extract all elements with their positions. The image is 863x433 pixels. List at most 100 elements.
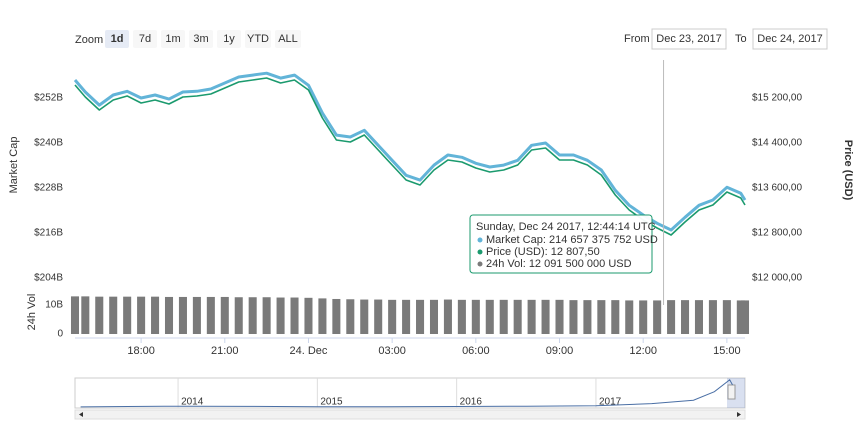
- zoom-button-label[interactable]: 3m: [193, 33, 208, 45]
- y3-tick-label: 0: [57, 329, 63, 340]
- volume-bar: [388, 299, 397, 334]
- volume-bar: [681, 300, 690, 334]
- volume-bar: [653, 300, 662, 334]
- to-label: To: [735, 33, 747, 45]
- volume-bar: [248, 297, 257, 334]
- volume-bar: [736, 300, 745, 334]
- navigator-tick-label: 2014: [181, 397, 204, 408]
- volume-bar: [151, 296, 160, 334]
- y-tick-label: $240B: [34, 138, 63, 149]
- y-tick-label: $204B: [34, 273, 63, 284]
- y3-tick-label: 10B: [45, 300, 63, 311]
- zoom-button-bg[interactable]: [217, 30, 241, 48]
- zoom-button-label[interactable]: 1m: [165, 33, 180, 45]
- zoom-button-label[interactable]: 7d: [139, 33, 151, 45]
- zoom-button-label[interactable]: ALL: [278, 33, 298, 45]
- scroll-right[interactable]: [737, 412, 741, 417]
- from-input[interactable]: Dec 23, 2017: [651, 28, 727, 50]
- volume-bar: [457, 299, 466, 334]
- navigator-tick-label: 2016: [460, 397, 483, 408]
- zoom-label: Zoom: [75, 34, 103, 46]
- scrollbar[interactable]: [74, 409, 746, 420]
- y2-tick-label: $15 200,00: [752, 93, 802, 104]
- tooltip-bullet: [477, 261, 483, 267]
- y-tick-label: $228B: [34, 183, 63, 194]
- tooltip: Sunday, Dec 24 2017, 12:44:14 UTCMarket …: [469, 214, 658, 274]
- zoom-button-label[interactable]: 1y: [223, 33, 235, 45]
- volume-bar: [740, 300, 750, 334]
- volume-bar: [360, 299, 369, 334]
- volume-bar: [318, 298, 327, 334]
- zoom-button-bg[interactable]: [245, 30, 271, 48]
- navigator-line: [80, 379, 733, 408]
- tooltip-line: Price (USD): 12 807,50: [486, 246, 600, 258]
- from-box[interactable]: [651, 28, 727, 50]
- volume-bar: [95, 296, 104, 334]
- y-axis-title: Market Cap: [8, 137, 20, 194]
- volume-bar: [304, 297, 313, 334]
- volume-bar: [346, 299, 355, 334]
- zoom-button-bg[interactable]: [105, 30, 129, 48]
- volume-bar: [262, 297, 271, 334]
- scroll-left[interactable]: [79, 412, 83, 417]
- volume-bar: [429, 299, 439, 334]
- volume-bar: [137, 296, 146, 334]
- volume-bar: [123, 296, 132, 334]
- from-label: From: [624, 33, 650, 45]
- zoom-button[interactable]: 3m: [189, 30, 213, 48]
- volume-bar: [443, 299, 452, 334]
- volume-bar: [667, 300, 676, 334]
- zoom-button-label[interactable]: YTD: [247, 33, 269, 45]
- tooltip-line: Market Cap: 214 657 375 752 USD: [486, 234, 658, 246]
- volume-bar: [81, 296, 90, 334]
- zoom-button-bg[interactable]: [189, 30, 213, 48]
- zoom-button-bg[interactable]: [275, 30, 301, 48]
- volume-bar: [569, 300, 578, 334]
- volume-bar: [541, 299, 550, 334]
- volume-bar: [70, 296, 80, 334]
- tooltip-line: 24h Vol: 12 091 500 000 USD: [486, 258, 632, 270]
- y-tick-label: $216B: [34, 228, 63, 239]
- volume-bar: [583, 300, 592, 334]
- volume-bar: [471, 299, 480, 334]
- navigator-handle[interactable]: [727, 384, 736, 400]
- volume-bar: [555, 299, 564, 334]
- zoom-button[interactable]: 1y: [217, 30, 241, 48]
- zoom-button-bg[interactable]: [161, 30, 185, 48]
- zoom-button[interactable]: 1d: [105, 30, 129, 48]
- zoom-button[interactable]: ALL: [275, 30, 301, 48]
- volume-bar: [164, 296, 174, 334]
- y3-axis-title: 24h Vol: [26, 294, 38, 331]
- x-tick-label: 21:00: [211, 345, 239, 357]
- to-box[interactable]: [752, 28, 828, 50]
- y2-axis-title: Price (USD): [842, 140, 854, 201]
- x-tick-label: 15:00: [713, 345, 741, 357]
- zoom-button[interactable]: 7d: [133, 30, 157, 48]
- x-tick-label: 06:00: [462, 345, 490, 357]
- zoom-button[interactable]: 1m: [161, 30, 185, 48]
- x-tick-label: 09:00: [546, 345, 574, 357]
- zoom-button-label[interactable]: 1d: [111, 33, 124, 45]
- volume-bar: [206, 296, 215, 334]
- y2-tick-label: $12 000,00: [752, 273, 802, 284]
- tooltip-header: Sunday, Dec 24 2017, 12:44:14 UTC: [476, 221, 656, 233]
- volume-bar: [639, 300, 648, 334]
- volume-bar: [499, 299, 508, 334]
- x-tick-label: 18:00: [127, 345, 155, 357]
- tooltip-box: [469, 214, 653, 274]
- to-input[interactable]: Dec 24, 2017: [752, 28, 828, 50]
- volume-bar: [109, 296, 118, 334]
- volume-bar: [402, 299, 411, 334]
- navigator-tick-label: 2017: [599, 397, 622, 408]
- to-value[interactable]: Dec 24, 2017: [757, 33, 822, 45]
- volume-bar: [513, 299, 522, 334]
- volume-bar: [178, 296, 187, 334]
- y2-tick-label: $13 600,00: [752, 183, 802, 194]
- from-value[interactable]: Dec 23, 2017: [656, 33, 721, 45]
- volume-bar: [597, 300, 606, 334]
- volume-bar: [234, 297, 243, 334]
- navigator-tick-label: 2015: [320, 397, 343, 408]
- zoom-button-bg[interactable]: [133, 30, 157, 48]
- zoom-button[interactable]: YTD: [245, 30, 271, 48]
